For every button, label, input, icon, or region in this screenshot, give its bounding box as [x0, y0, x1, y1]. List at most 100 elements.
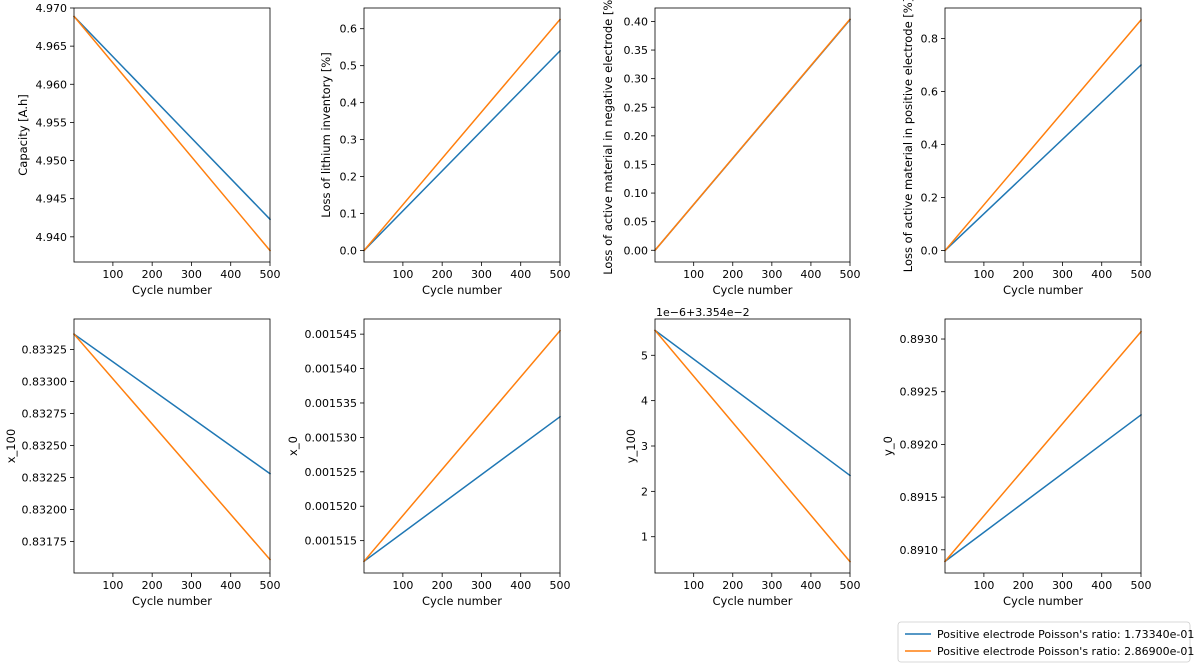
subplot-7: 100 200 300 400 500 1 2 3 4 5 Cycle number y_100 1e−… — [624, 306, 861, 608]
series-line-2 — [362, 329, 562, 563]
legend-box — [897, 621, 1191, 663]
x-tick-label: 500 — [1131, 268, 1152, 281]
axes-frame — [363, 7, 561, 263]
x-tick-label: 500 — [550, 268, 571, 281]
axes-frame — [73, 7, 271, 263]
x-tick-label: 400 — [1091, 579, 1112, 592]
x-tick-label: 200 — [432, 579, 453, 592]
x-tick-label: 200 — [1013, 268, 1034, 281]
x-tick-label: 300 — [181, 579, 202, 592]
y-tick-label: 0.4 — [921, 139, 939, 152]
y-tick-label: 0.001515 — [305, 535, 358, 548]
x-tick-label: 100 — [973, 268, 994, 281]
x-tick-label: 200 — [722, 579, 743, 592]
y-tick-label: 0.8915 — [900, 491, 939, 504]
y-tick-label: 0.15 — [624, 158, 649, 171]
y-tick-label: 0.8925 — [900, 386, 939, 399]
x-tick-label: 300 — [761, 268, 782, 281]
series-line-2 — [72, 15, 272, 252]
y-tick-label: 0.05 — [624, 216, 649, 229]
x-tick-label: 100 — [102, 268, 123, 281]
y-tick-label: 0.6 — [340, 23, 358, 36]
legend-entry-label: Positive electrode Poisson's ratio: 1.73… — [937, 628, 1194, 641]
y-tick-label: 4.970 — [36, 2, 68, 15]
y-tick-label: 0.001535 — [305, 397, 358, 410]
x-tick-label: 500 — [1131, 579, 1152, 592]
legend: Positive electrode Poisson's ratio: 1.73… — [897, 621, 1194, 663]
y-tick-label: 0.35 — [624, 44, 649, 57]
series-line-1 — [943, 413, 1143, 563]
y-tick-label: 4.940 — [36, 231, 68, 244]
x-tick-label: 100 — [683, 268, 704, 281]
x-tick-label: 200 — [1013, 579, 1034, 592]
y-tick-label: 0.8 — [921, 32, 939, 45]
series-line-2 — [653, 18, 852, 252]
y-tick-label: 4.945 — [36, 193, 68, 206]
subplot-1: 100 200 300 400 500 4.940 4.945 4.950 4.955 4.960… — [16, 2, 281, 297]
x-axis-label: Cycle number — [1003, 283, 1083, 297]
subplot-6: 100 200 300 400 500 0.001515 0.001520 0.001525 0… — [286, 318, 571, 608]
y-tick-label: 5 — [641, 349, 648, 362]
y-tick-label: 1 — [641, 531, 648, 544]
x-tick-label: 100 — [392, 579, 413, 592]
y-tick-label: 0.30 — [624, 73, 649, 86]
x-axis-label: Cycle number — [422, 283, 502, 297]
y-axis-label: y_100 — [624, 429, 638, 464]
axes-frame — [944, 318, 1142, 574]
y-tick-label: 0.001545 — [305, 328, 358, 341]
x-tick-label: 200 — [142, 579, 163, 592]
axes-frame — [654, 7, 851, 263]
y-tick-label: 4.960 — [36, 78, 68, 91]
y-tick-label: 0.6 — [921, 86, 939, 99]
x-tick-label: 400 — [220, 579, 241, 592]
y-axis-label: Loss of active material in negative elec… — [601, 0, 615, 275]
axes-frame — [944, 7, 1142, 263]
x-tick-label: 400 — [800, 579, 821, 592]
y-tick-label: 0.25 — [624, 101, 649, 114]
series-line-1 — [362, 415, 562, 563]
y-tick-label: 0.83300 — [22, 376, 68, 389]
y-axis-label: y_0 — [881, 436, 895, 456]
series-line-2 — [72, 333, 272, 561]
x-axis-label: Cycle number — [1003, 594, 1083, 608]
x-tick-label: 100 — [392, 268, 413, 281]
series-line-1 — [653, 329, 852, 477]
y-tick-label: 0.00 — [624, 244, 649, 257]
y-tick-label: 0.83275 — [22, 408, 68, 421]
x-axis-label: Cycle number — [713, 283, 793, 297]
y-tick-label: 0.83325 — [22, 343, 68, 356]
x-tick-label: 500 — [260, 268, 281, 281]
subplot-4: 100 200 300 400 500 0.0 0.2 0.4 0.6 0.8 Cycle numb… — [901, 0, 1152, 297]
y-tick-label: 0.4 — [340, 97, 358, 110]
y-tick-label: 0.0 — [921, 245, 939, 258]
x-tick-label: 300 — [1052, 268, 1073, 281]
y-tick-label: 4.965 — [36, 40, 68, 53]
y-axis-label: Loss of active material in positive elec… — [901, 0, 915, 272]
x-tick-label: 500 — [260, 579, 281, 592]
subplot-8: 100 200 300 400 500 0.8910 0.8915 0.8920 0.8925 0… — [881, 318, 1152, 608]
y-tick-label: 4.950 — [36, 155, 68, 168]
y-tick-label: 0.001520 — [305, 500, 358, 513]
y-tick-label: 0.1 — [340, 208, 358, 221]
subplot-2: 100 200 300 400 500 0.0 0.1 0.2 0.3 0.4 0.5 0.6 Cycl… — [319, 7, 571, 297]
x-tick-label: 200 — [142, 268, 163, 281]
x-tick-label: 100 — [973, 579, 994, 592]
y-tick-label: 0.0 — [340, 245, 358, 258]
y-tick-label: 0.001525 — [305, 466, 358, 479]
x-tick-label: 400 — [800, 268, 821, 281]
subplot-3: 100 200 300 400 500 0.00 0.05 0.10 0.15 0.20 0.25 0… — [601, 0, 861, 297]
x-tick-label: 300 — [181, 268, 202, 281]
y-axis-label: Capacity [A.h] — [16, 94, 30, 176]
x-axis-label: Cycle number — [132, 594, 212, 608]
y-axis-label: Loss of lithium inventory [%] — [319, 52, 333, 217]
series-line-1 — [72, 15, 272, 221]
y-tick-label: 0.10 — [624, 187, 649, 200]
y-axis-offset-label: 1e−6+3.354e−2 — [656, 306, 750, 319]
series-line-2 — [943, 18, 1143, 252]
x-tick-label: 300 — [471, 268, 492, 281]
y-tick-label: 0.2 — [921, 192, 939, 205]
y-tick-label: 0.001540 — [305, 363, 358, 376]
series-line-2 — [362, 18, 562, 252]
x-tick-label: 400 — [510, 579, 531, 592]
